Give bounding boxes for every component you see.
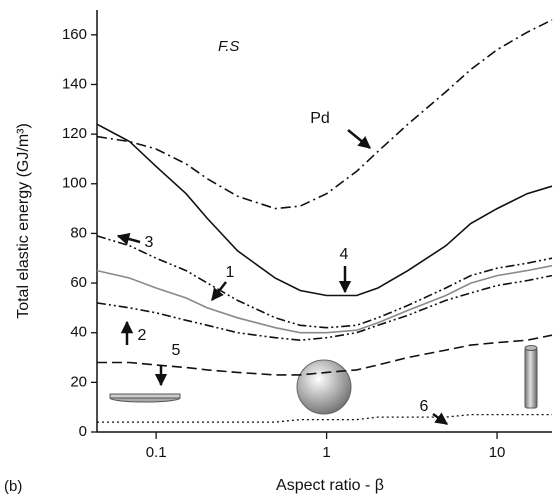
sphere-icon	[296, 359, 352, 415]
curve-label: 2	[138, 327, 147, 344]
y-axis-label: Total elastic energy (GJ/m³)	[15, 123, 32, 319]
curve	[96, 274, 553, 342]
y-tick-label: 40	[70, 324, 87, 341]
x-tick-label: 1	[322, 444, 330, 461]
cylinder-icon-top	[524, 345, 538, 351]
x-tick-label: 0.1	[146, 444, 167, 461]
curve	[96, 235, 553, 329]
x-axis-label: Aspect ratio - β	[276, 477, 384, 494]
curve	[96, 123, 553, 297]
disk-icon-top	[109, 393, 181, 399]
label-arrow	[116, 232, 141, 245]
curve-label: Pd	[310, 110, 330, 127]
chart-title: F.S	[218, 38, 239, 55]
y-tick-label: 100	[62, 175, 87, 192]
y-tick-label: 160	[62, 26, 87, 43]
curve-label: 3	[145, 234, 154, 251]
y-tick-label: 120	[62, 125, 87, 142]
panel-label: (b)	[4, 478, 22, 495]
curve	[97, 413, 552, 423]
label-arrow	[347, 129, 371, 149]
x-tick-label: 10	[489, 444, 506, 461]
y-tick-label: 20	[70, 373, 87, 390]
curve-label: 1	[226, 264, 235, 281]
y-tick-label: 60	[70, 274, 87, 291]
y-tick-label: 140	[62, 75, 87, 92]
cylinder-icon	[524, 347, 538, 409]
curve-label: 4	[340, 246, 349, 263]
y-tick-label: 0	[79, 423, 87, 440]
curve	[96, 19, 553, 210]
curve	[97, 334, 553, 376]
label-arrow	[211, 281, 227, 301]
curve	[96, 264, 553, 334]
y-tick-label: 80	[70, 224, 87, 241]
curve-label: 5	[172, 342, 181, 359]
curve-label: 6	[420, 398, 429, 415]
label-arrow	[432, 412, 449, 426]
